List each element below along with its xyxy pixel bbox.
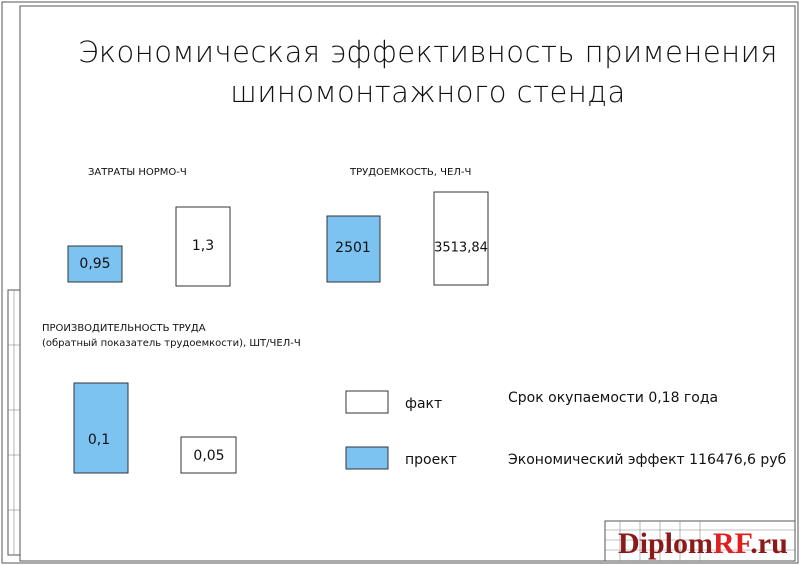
watermark-part: .ru <box>750 527 788 560</box>
result-text: Экономический эффект 116476,6 руб <box>508 452 786 468</box>
fact-value: 1,3 <box>192 238 214 254</box>
section-label: ТРУДОЕМКОСТЬ, ЧЕЛ-Ч <box>349 167 471 178</box>
project-value: 0,95 <box>79 256 110 272</box>
fact-box <box>180 436 237 474</box>
fact-value: 0,05 <box>193 448 224 464</box>
project-box <box>67 245 123 283</box>
fact-box <box>433 191 489 286</box>
title-line: Экономическая эффективность применения <box>78 35 778 69</box>
left-stamp <box>7 289 21 556</box>
project-box <box>73 382 129 474</box>
project-value: 0,1 <box>88 432 110 448</box>
watermark-part: RF <box>713 527 752 560</box>
title-block <box>604 520 796 562</box>
inner-frame <box>19 5 796 562</box>
result-text: Срок окупаемости 0,18 года <box>508 390 718 406</box>
project-box <box>326 215 381 283</box>
title-line: шиномонтажного стенда <box>230 75 625 109</box>
fact-value: 3513,84 <box>434 241 488 256</box>
legend-label: факт <box>405 396 442 412</box>
section-label: ПРОИЗВОДИТЕЛЬНОСТЬ ТРУДА <box>42 323 206 334</box>
fact-box <box>175 206 231 287</box>
project-value: 2501 <box>335 240 371 256</box>
legend-swatch <box>345 446 389 470</box>
section-label: ЗАТРАТЫ НОРМО-Ч <box>88 167 187 178</box>
legend-label: проект <box>405 452 457 468</box>
section-sublabel: (обратный показатель трудоемкости), ШТ/Ч… <box>42 338 301 349</box>
watermark: DiplomRF.ru <box>618 527 788 560</box>
watermark-part: Diplom <box>618 527 713 560</box>
legend-swatch <box>345 390 389 414</box>
